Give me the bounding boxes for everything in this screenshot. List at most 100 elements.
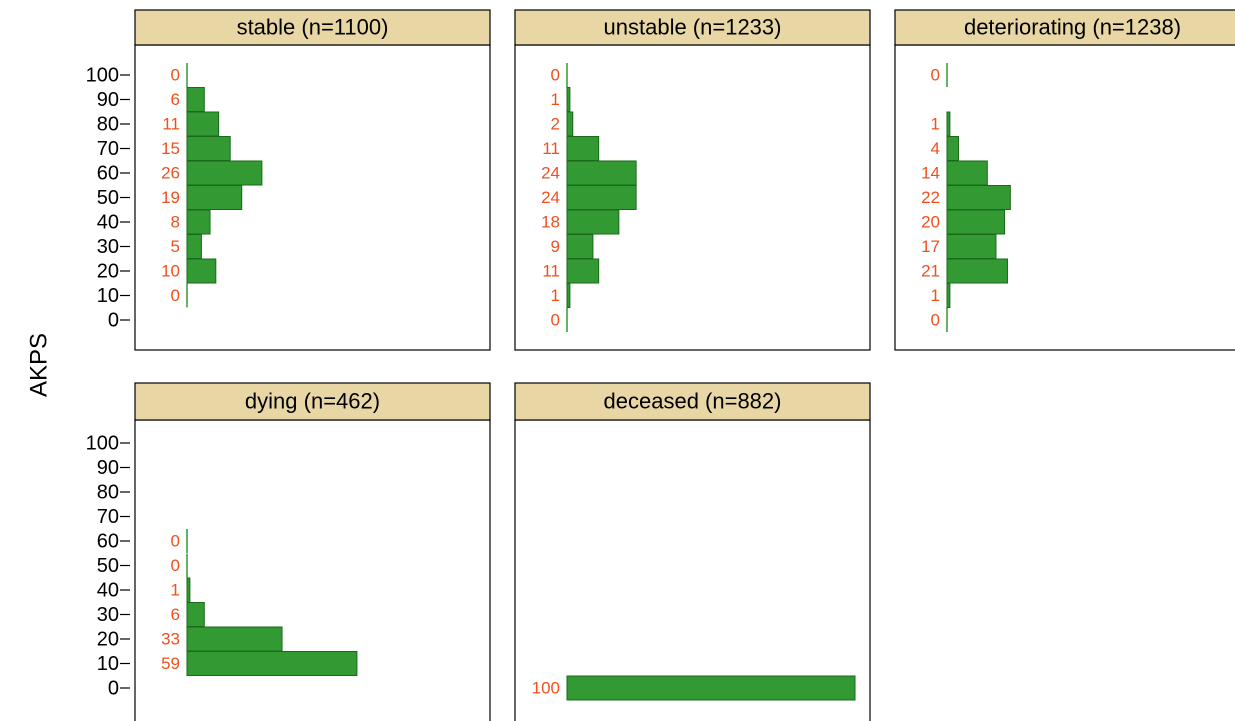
y-tick-label: 0 (108, 677, 119, 699)
panel: dying (n=462)010203040506070809010000163… (86, 382, 491, 721)
value-label: 0 (931, 310, 940, 329)
bar (566, 111, 574, 137)
value-label: 0 (171, 286, 180, 305)
strip (514, 382, 871, 421)
bar (946, 209, 1006, 235)
bar (566, 87, 571, 112)
value-label: 0 (931, 65, 940, 84)
bar (566, 136, 600, 161)
strip-title: deceased (n=882) (604, 388, 782, 413)
value-label: 33 (161, 629, 180, 648)
value-label: 11 (162, 114, 180, 133)
bar (946, 136, 960, 161)
bar (946, 185, 1011, 210)
value-label: 0 (171, 556, 180, 575)
bar (566, 160, 637, 186)
y-tick-label: 30 (97, 236, 119, 258)
y-tick-label: 40 (97, 579, 119, 601)
bar (186, 626, 283, 652)
y-tick-label: 20 (97, 260, 119, 282)
y-tick-label: 10 (97, 653, 119, 675)
value-label: 11 (542, 139, 560, 158)
y-tick-label: 20 (97, 628, 119, 650)
y-tick-label: 80 (97, 113, 119, 135)
panel: deceased (n=882) 100 (514, 382, 871, 721)
y-tick-label: 90 (97, 457, 119, 479)
bar (566, 283, 571, 308)
bar (566, 234, 594, 259)
value-label: 20 (921, 212, 940, 231)
bar (946, 111, 951, 137)
value-label: 0 (171, 531, 180, 550)
bar (186, 258, 217, 284)
value-label: 11 (542, 261, 560, 280)
bar (186, 209, 211, 235)
y-tick-label: 90 (97, 89, 119, 111)
value-label: 22 (921, 188, 940, 207)
value-label: 59 (161, 654, 180, 673)
value-label: 8 (171, 212, 180, 231)
y-tick-label: 50 (97, 555, 119, 577)
strip (134, 382, 491, 421)
bar (946, 258, 1008, 284)
y-tick-label: 40 (97, 211, 119, 233)
value-label: 0 (551, 310, 560, 329)
y-tick-label: 10 (97, 285, 119, 307)
bar (566, 258, 600, 284)
value-label: 1 (931, 286, 940, 305)
value-label: 6 (171, 90, 180, 109)
bar (566, 675, 856, 701)
value-label: 10 (161, 261, 180, 280)
value-label: 5 (171, 237, 180, 256)
value-label: 14 (921, 163, 940, 182)
value-label: 17 (921, 237, 940, 256)
bar (186, 185, 243, 210)
value-label: 1 (931, 114, 940, 133)
y-tick-label: 0 (108, 309, 119, 331)
bar (186, 234, 202, 259)
y-tick-label: 100 (86, 64, 119, 86)
bar (186, 602, 205, 627)
panel-frame (894, 44, 1235, 351)
bar (186, 651, 358, 676)
value-label: 1 (171, 580, 180, 599)
y-tick-label: 70 (97, 138, 119, 160)
y-tick-label: 70 (97, 506, 119, 528)
bar (186, 111, 220, 137)
value-label: 19 (161, 188, 180, 207)
y-tick-label: 30 (97, 604, 119, 626)
y-tick-label: 60 (97, 162, 119, 184)
bar (946, 283, 951, 308)
strip-title: unstable (n=1233) (604, 14, 782, 39)
bar (186, 577, 191, 603)
bar (946, 160, 988, 186)
bar (186, 160, 263, 186)
strip (894, 9, 1235, 46)
value-label: 4 (931, 139, 940, 158)
value-label: 100 (532, 678, 560, 697)
value-label: 24 (541, 188, 560, 207)
value-label: 21 (921, 261, 940, 280)
value-label: 1 (551, 90, 560, 109)
y-tick-label: 80 (97, 481, 119, 503)
value-label: 26 (161, 163, 180, 182)
bar (946, 234, 997, 259)
panel-frame (514, 419, 871, 721)
value-label: 6 (171, 605, 180, 624)
value-label: 9 (551, 237, 560, 256)
strip-title: deteriorating (n=1238) (964, 14, 1181, 39)
strip-title: dying (n=462) (245, 388, 380, 413)
value-label: 0 (171, 65, 180, 84)
value-label: 24 (541, 163, 560, 182)
bar (566, 209, 620, 235)
value-label: 18 (541, 212, 560, 231)
strip-title: stable (n=1100) (237, 14, 389, 39)
value-label: 2 (551, 114, 560, 133)
bar (186, 136, 231, 161)
value-label: 15 (161, 139, 180, 158)
bar (186, 87, 205, 112)
y-tick-label: 100 (86, 432, 119, 454)
